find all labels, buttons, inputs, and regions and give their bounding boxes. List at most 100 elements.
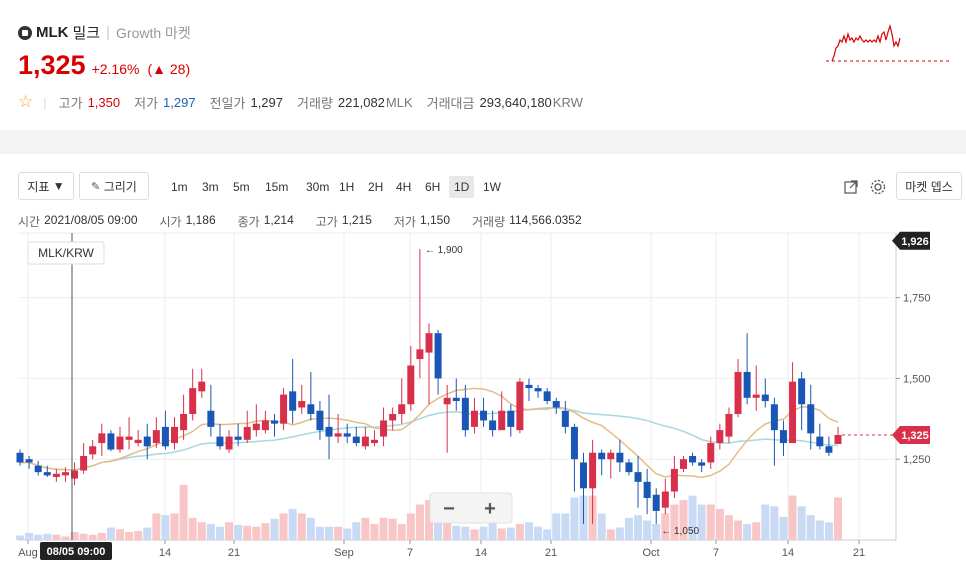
prev-value: 1,297 xyxy=(250,94,284,110)
candle-body xyxy=(516,381,524,431)
volume-bar xyxy=(479,526,488,540)
y-tick-label: 1,250 xyxy=(903,454,931,466)
candle-body xyxy=(234,436,242,440)
volume-bar xyxy=(88,534,97,540)
stats-row: ☆ | 고가 1,350 저가 1,297 전일가 1,297 거래량 221,… xyxy=(18,92,597,112)
chart-toolbar xyxy=(0,154,966,208)
volume-bar xyxy=(206,524,215,540)
volume-bar xyxy=(397,524,406,540)
volume-bar xyxy=(170,513,179,540)
timeframe-4h[interactable]: 4H xyxy=(396,180,412,194)
last-price-tag: 1,325 xyxy=(901,430,929,442)
volume-bar xyxy=(715,508,724,540)
volume-bar xyxy=(788,495,797,540)
candle-body xyxy=(434,333,442,379)
up-arrow-icon: ▲ xyxy=(152,61,166,77)
x-tick-label: 21 xyxy=(853,547,865,559)
candle-body xyxy=(143,436,151,447)
close-value: 1,214 xyxy=(263,213,294,227)
timeframe-30m[interactable]: 30m xyxy=(306,180,330,194)
candle-body xyxy=(352,436,360,444)
candle-body xyxy=(461,397,469,431)
candle-body xyxy=(71,470,79,479)
time-label: 시간 xyxy=(18,215,41,229)
candle-body xyxy=(689,455,697,463)
volume-bar xyxy=(43,533,52,540)
timeframe-2h[interactable]: 2H xyxy=(368,180,384,194)
divider: | xyxy=(43,94,47,110)
volume-bar xyxy=(488,522,497,540)
candle-body xyxy=(25,459,33,463)
gear-icon[interactable] xyxy=(869,178,887,196)
candle-body xyxy=(716,430,724,444)
volume-bar xyxy=(706,504,715,540)
volume-bar xyxy=(670,504,679,540)
divider: | xyxy=(106,24,111,41)
volume-bar xyxy=(561,513,570,540)
pair-label-box xyxy=(27,241,105,265)
volume-unit: MLK xyxy=(385,94,413,110)
zoom-in-button[interactable]: + xyxy=(484,498,496,520)
volume-bar xyxy=(834,497,842,540)
candle-body xyxy=(125,436,133,440)
change-percent: +2.16% xyxy=(91,61,140,77)
candle-body xyxy=(289,391,297,411)
candle-body xyxy=(216,436,224,447)
candle-body xyxy=(307,404,315,414)
volume-bar xyxy=(425,500,433,540)
candle-body xyxy=(598,452,606,460)
timeframe-1d[interactable]: 1D xyxy=(449,176,475,198)
volume-bar xyxy=(334,526,343,540)
candle-body xyxy=(180,413,188,431)
volume-bar xyxy=(143,527,152,540)
timeframe-15m[interactable]: 15m xyxy=(265,180,289,194)
timeframe-3m[interactable]: 3m xyxy=(202,180,219,194)
asset-name: 밀크 xyxy=(72,25,101,42)
candle-body xyxy=(480,410,488,421)
candle-body xyxy=(834,434,842,445)
timeframe-1w[interactable]: 1W xyxy=(483,180,501,194)
candle-body xyxy=(725,413,733,437)
price-chart[interactable]: 1,750 1,500 1,250 Aug 14 21 Sep 7 14 21 Oct 7 14 21 08… xyxy=(0,228,966,571)
price-row: 1,325 +2.16% (▲ 28) xyxy=(18,50,190,81)
candle-body xyxy=(743,371,751,398)
volume-bar xyxy=(288,508,297,540)
amount-value: 293,640,180KRW xyxy=(479,95,582,110)
draw-button[interactable]: ✎ 그리기 xyxy=(79,172,149,200)
volume-bar xyxy=(343,528,352,540)
current-price: 1,325 xyxy=(18,50,86,80)
ohlc-readout: 시간 2021/08/05 09:00 시가 1,186 종가 1,214 고가 1,2… xyxy=(18,213,604,230)
x-tick-label: 14 xyxy=(782,547,794,559)
candle-body xyxy=(507,410,515,427)
volume-bar xyxy=(315,526,324,540)
volume-bar xyxy=(152,513,161,540)
candle-body xyxy=(171,426,179,444)
open-value: 1,186 xyxy=(185,213,216,227)
timeframe-1h[interactable]: 1H xyxy=(339,180,355,194)
zoom-out-button[interactable]: − xyxy=(443,498,455,520)
volume-bar xyxy=(470,529,479,540)
timeframe-5m[interactable]: 5m xyxy=(233,180,250,194)
change-close-paren: ) xyxy=(185,61,191,77)
candle-body xyxy=(607,452,615,460)
x-tick-label: Aug xyxy=(18,547,38,559)
candle-body xyxy=(280,394,288,424)
timeframe-6h[interactable]: 6H xyxy=(425,180,441,194)
indicator-button[interactable]: 지표 ▼ xyxy=(18,172,74,200)
change-open-paren: ( xyxy=(147,61,153,77)
fullscreen-icon[interactable] xyxy=(842,178,860,196)
candle-body xyxy=(207,410,215,427)
volume-bar xyxy=(16,535,24,540)
candle-body xyxy=(734,371,742,414)
volume-bar xyxy=(806,515,815,540)
volume-bar xyxy=(524,522,533,540)
favorite-star-icon[interactable]: ☆ xyxy=(18,92,34,111)
volume-bar xyxy=(388,518,397,540)
timeframe-1m[interactable]: 1m xyxy=(171,180,188,194)
high-label: 고가 xyxy=(315,215,338,229)
candle-body xyxy=(298,401,306,408)
market-depth-button[interactable]: 마켓 뎁스 xyxy=(896,172,962,200)
candle-body xyxy=(752,394,760,398)
volume-bar xyxy=(415,504,424,540)
volume-bar xyxy=(25,532,34,540)
